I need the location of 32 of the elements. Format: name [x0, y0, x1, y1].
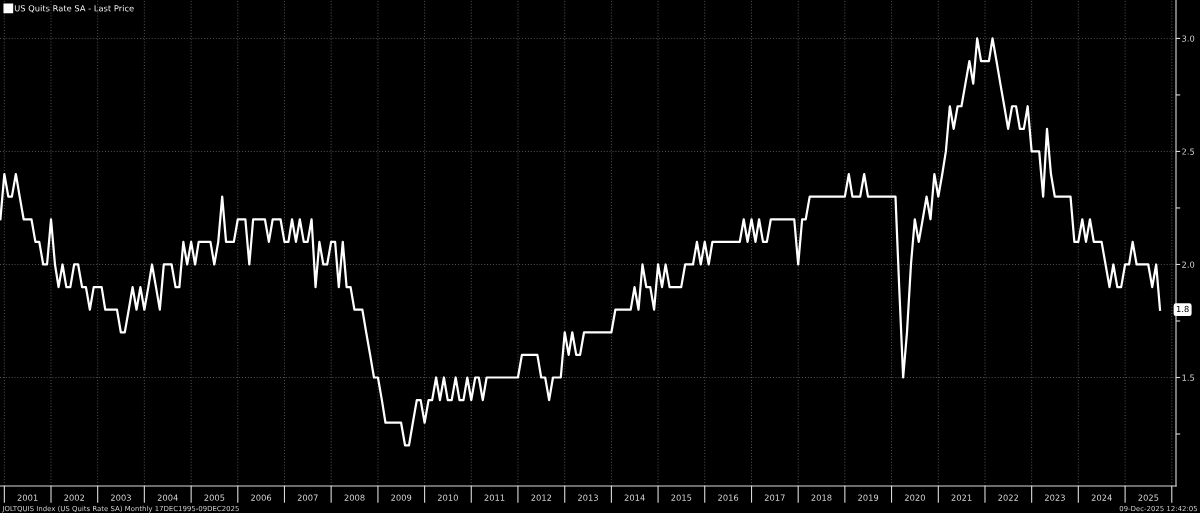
x-tick-label: 2012: [531, 494, 552, 501]
line-series: [0, 37, 1162, 447]
x-tick-label: 2025: [1138, 494, 1159, 501]
x-tick-label: 2005: [204, 494, 225, 501]
x-tick-label: 2011: [484, 494, 505, 501]
x-tick-label: 2007: [297, 494, 318, 501]
x-tick-label: 2008: [344, 494, 365, 501]
x-tick-label: 2014: [624, 494, 645, 501]
x-tick-label: 2022: [998, 494, 1019, 501]
legend-label: US Quits Rate SA - Last Price: [14, 5, 134, 13]
annotation: 1.8: [1176, 305, 1189, 313]
y-tick-label: 1.5: [1182, 374, 1195, 381]
y-tick-label: 3.0: [1182, 35, 1195, 42]
x-tick-label: 2015: [671, 494, 692, 501]
x-tick-label: 2018: [811, 494, 832, 501]
x-tick-label: 2004: [157, 494, 178, 501]
x-tick-label: 2024: [1091, 494, 1112, 501]
x-tick-label: 2016: [718, 494, 739, 501]
x-tick-label: 2006: [251, 494, 272, 501]
x-tick-label: 2017: [764, 494, 785, 501]
x-tick-label: 2021: [951, 494, 972, 501]
x-tick-label: 2019: [858, 494, 879, 501]
x-tick-label: 2009: [391, 494, 412, 501]
x-tick-label: 2023: [1044, 494, 1065, 501]
y-tick-label: 2.5: [1182, 148, 1195, 155]
x-tick-label: 2002: [64, 494, 85, 501]
y-tick-label: 2.0: [1182, 261, 1195, 268]
x-tick-label: 2020: [904, 494, 925, 501]
x-tick-label: 2003: [110, 494, 131, 501]
x-tick-label: 2013: [578, 494, 598, 501]
x-tick-label: 2001: [17, 494, 38, 501]
x-tick-label: 2010: [437, 494, 458, 501]
